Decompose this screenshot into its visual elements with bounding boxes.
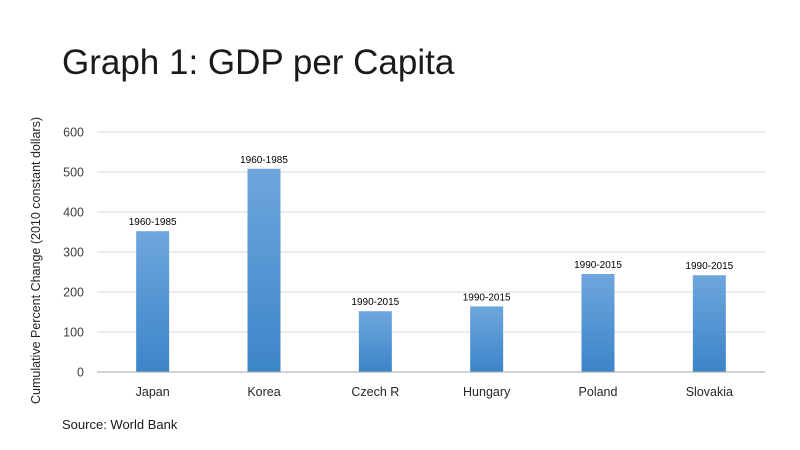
bar-hungary [470, 306, 504, 372]
x-category-label: Czech R [351, 385, 399, 399]
data-label: 1990-2015 [574, 260, 622, 271]
data-label: 1990-2015 [685, 261, 733, 272]
data-labels: 1960-1985 1960-1985 1990-2015 1990-2015 1990… [129, 155, 734, 308]
y-tick-label: 600 [63, 126, 84, 140]
bar-poland [581, 274, 615, 372]
data-label: 1960-1985 [240, 155, 288, 166]
x-category-label: Poland [579, 385, 618, 399]
y-tick-label: 500 [63, 166, 84, 180]
y-tick-label: 0 [77, 366, 84, 380]
bars [136, 168, 726, 372]
data-label: 1990-2015 [351, 297, 399, 308]
x-category-label: Hungary [463, 385, 511, 399]
gridlines [97, 131, 765, 333]
y-tick-label: 400 [63, 206, 84, 220]
bar-japan [136, 231, 170, 372]
y-tick-label: 200 [63, 286, 84, 300]
x-category-label: Korea [247, 385, 280, 399]
y-tick-label: 300 [63, 246, 84, 260]
y-tick-label: 100 [63, 326, 84, 340]
x-axis-categories: Japan Korea Czech R Hungary Poland Slovakia [136, 385, 733, 399]
bar-czech-r [358, 311, 392, 372]
y-axis-ticks: 0 100 200 300 400 500 600 [63, 126, 84, 380]
bar-slovakia [692, 275, 726, 372]
page-title: Graph 1: GDP per Capita [62, 43, 455, 82]
x-category-label: Japan [136, 385, 170, 399]
data-label: 1960-1985 [129, 217, 177, 228]
data-label: 1990-2015 [463, 292, 511, 303]
x-category-label: Slovakia [686, 385, 733, 399]
y-axis-label: Cumulative Percent Change (2010 constant… [29, 117, 43, 404]
bar-korea [247, 168, 281, 372]
source-note: Source: World Bank [62, 417, 178, 432]
